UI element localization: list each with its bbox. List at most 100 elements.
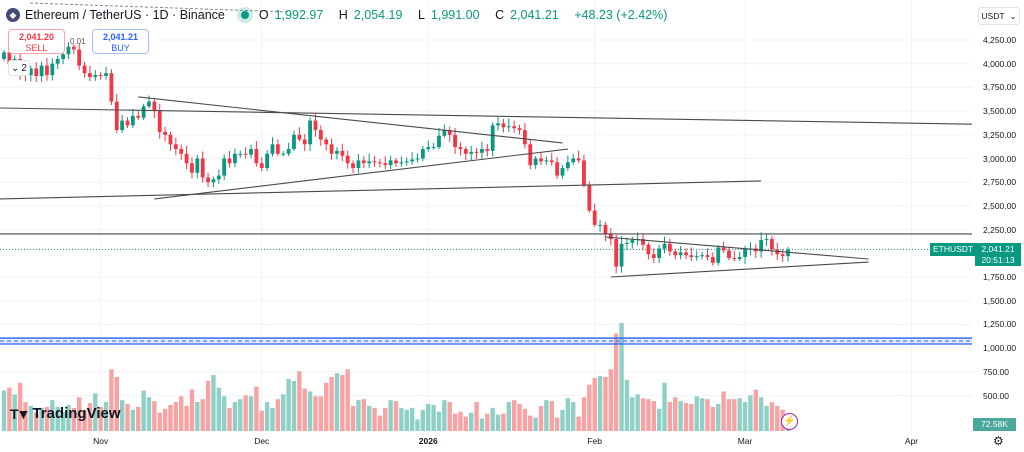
- volume-bar: [55, 406, 60, 431]
- indicators-collapse-button[interactable]: ⌄ 2: [8, 60, 30, 76]
- volume-bar: [404, 409, 409, 431]
- volume-bar: [710, 406, 716, 431]
- volume-bar: [264, 402, 270, 431]
- low-value: 1,991.00: [430, 8, 480, 22]
- sell-label: SELL: [25, 43, 48, 53]
- price-tick-label: 500.00: [983, 390, 1009, 401]
- candle-body: [512, 126, 517, 129]
- candle-body: [206, 177, 210, 183]
- volume-bar: [511, 400, 517, 431]
- volume-bar: [162, 408, 168, 431]
- candle-body: [195, 158, 200, 173]
- volume-bar: [23, 402, 28, 431]
- candle-body: [560, 167, 565, 176]
- price-tick-label: 750.00: [983, 366, 1009, 377]
- volume-bar: [39, 407, 44, 431]
- buy-button[interactable]: 2,041.21 BUY: [92, 29, 149, 54]
- spread-value: 0.01: [70, 37, 86, 46]
- currency-select[interactable]: USDT ⌄: [978, 7, 1020, 25]
- volume-bar: [485, 413, 490, 431]
- candle-body: [292, 134, 296, 150]
- candle-body: [88, 73, 92, 77]
- volume-bar: [565, 398, 571, 431]
- candle-body: [743, 248, 747, 258]
- sell-button[interactable]: 2,041.20 SELL: [8, 29, 65, 54]
- candle-body: [700, 255, 704, 257]
- candle-body: [98, 75, 103, 77]
- candle-body: [716, 247, 721, 263]
- candle-body: [114, 101, 119, 131]
- volume-bar: [168, 404, 173, 431]
- price-tick-label: 3,000.00: [983, 153, 1017, 164]
- volume-bar: [597, 376, 603, 431]
- tradingview-logo[interactable]: T▼ TradingView: [10, 405, 121, 422]
- candle-body: [281, 153, 286, 155]
- candle-body: [141, 106, 146, 118]
- candle-body: [399, 162, 404, 164]
- volume-bar: [447, 402, 452, 431]
- candle-body: [404, 161, 409, 163]
- volume-bar: [291, 380, 297, 431]
- candle-body: [173, 144, 178, 150]
- candle-body: [689, 255, 694, 258]
- volume-bar: [758, 397, 764, 431]
- volume-bar: [673, 397, 678, 431]
- volume-bar: [377, 415, 383, 431]
- candle-body: [506, 126, 511, 128]
- volume-bar: [275, 399, 281, 431]
- volume-bar: [506, 402, 511, 431]
- volume-bar: [189, 389, 195, 431]
- symbol-title[interactable]: Ethereum / TetherUS · 1D · Binance: [25, 8, 225, 22]
- candle-body: [710, 257, 715, 263]
- volume-bar: [383, 407, 388, 431]
- volume-bar: [678, 401, 683, 431]
- candle-body: [764, 239, 769, 241]
- volume-bar: [93, 393, 98, 431]
- candle-body: [598, 224, 602, 226]
- candle-body: [614, 239, 619, 267]
- volume-bar: [136, 406, 141, 431]
- candle-body: [216, 175, 221, 180]
- low-key: L: [417, 8, 425, 22]
- volume-bar: [775, 405, 780, 431]
- volume-bar: [452, 413, 458, 431]
- candle-body: [485, 149, 490, 151]
- candle-body: [163, 131, 167, 135]
- time-axis-label: 2026: [418, 436, 438, 446]
- candle-body: [55, 58, 60, 64]
- price-chart[interactable]: [0, 0, 972, 452]
- volume-bar: [431, 404, 436, 431]
- candle-body: [549, 160, 554, 163]
- close-value: 2,041.21: [510, 8, 559, 22]
- volume-bar: [624, 379, 630, 431]
- dashed-drawing-line: [29, 2, 291, 13]
- volume-bar: [581, 397, 587, 431]
- candle-body: [592, 210, 597, 225]
- candle-body: [243, 153, 248, 155]
- candle-body: [394, 160, 398, 164]
- candle-body: [496, 123, 500, 126]
- price-tick-label: 1,250.00: [983, 319, 1017, 330]
- candle-body: [356, 160, 361, 168]
- volume-bar: [329, 377, 334, 431]
- volume-bar: [205, 380, 211, 431]
- volume-bar: [528, 415, 533, 431]
- candle-body: [2, 52, 6, 59]
- candle-body: [501, 123, 506, 128]
- candle-body: [431, 147, 436, 149]
- volume-bar: [114, 377, 119, 431]
- candle-body: [249, 149, 253, 155]
- volume-bar: [12, 394, 17, 431]
- volume-bar: [571, 402, 576, 431]
- price-axis[interactable]: [972, 0, 1024, 452]
- candle-body: [367, 161, 372, 164]
- candle-body: [410, 159, 415, 162]
- settings-gear-icon[interactable]: ⚙: [993, 434, 1004, 448]
- lightning-icon[interactable]: ⚡: [781, 413, 798, 430]
- volume-bar: [281, 394, 286, 431]
- time-axis-label: Dec: [254, 436, 270, 446]
- volume-bar: [646, 399, 651, 431]
- price-tick-label: 2,500.00: [983, 200, 1017, 211]
- candle-body: [587, 185, 592, 211]
- triangle-upper-line: [138, 96, 563, 144]
